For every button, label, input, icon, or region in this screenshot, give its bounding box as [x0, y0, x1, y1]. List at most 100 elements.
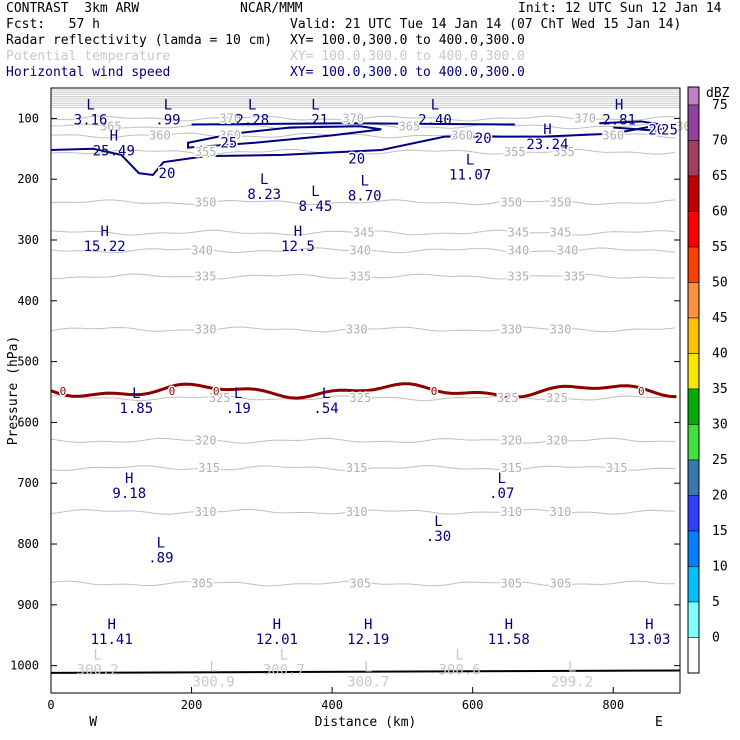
colorbar-cell: [687, 140, 700, 177]
colorbar-label: 35: [712, 382, 728, 397]
high-marker: H: [505, 617, 513, 633]
high-marker: H: [125, 471, 133, 487]
colorbar-cell: [687, 104, 700, 141]
theta-label-335: 335: [195, 269, 217, 283]
low-marker: L: [280, 648, 288, 664]
theta-label-345: 345: [508, 226, 530, 240]
high-marker: H: [100, 224, 108, 240]
low-marker: L: [434, 514, 442, 530]
x-axis-label: Distance (km): [315, 715, 417, 730]
theta-label-355: 355: [504, 145, 526, 159]
theta-contours: [51, 89, 680, 674]
theta-label-350: 350: [500, 195, 522, 209]
valid-time: Valid: 21 UTC Tue 14 Jan 14 (07 ChT Wed …: [290, 17, 682, 32]
extremum-value: 3.16: [74, 112, 108, 128]
theta-label-340: 340: [349, 243, 371, 257]
wind-contour-20-upper: [191, 122, 515, 126]
theta-contour-345: [51, 229, 676, 236]
theta-label-370: 370: [219, 111, 241, 125]
theta-label-345: 345: [550, 226, 572, 240]
colorbar-label: 70: [712, 134, 728, 149]
theta-contour-330: [51, 326, 676, 333]
low-marker: L: [455, 648, 463, 664]
extremum-value: 8.23: [247, 187, 281, 203]
colorbar-label: 45: [712, 311, 728, 326]
theta-label-320: 320: [546, 434, 568, 448]
extremum-value: 15.22: [84, 239, 126, 255]
x-tick-label: 800: [602, 698, 624, 712]
x-tick-label: 400: [321, 698, 343, 712]
colorbar-label: 15: [712, 524, 728, 539]
theta-contour-320: [51, 437, 676, 444]
colorbar-label: 75: [712, 98, 728, 113]
extremum-value: 23.24: [526, 137, 568, 153]
theta-label-310: 310: [550, 505, 572, 519]
theta-label-345: 345: [353, 226, 375, 240]
theta-label-335: 335: [508, 269, 530, 283]
theta-label-360: 360: [602, 128, 624, 142]
org-label: NCAR/MMM: [240, 1, 303, 16]
theta-label-350: 350: [550, 195, 572, 209]
extremum-value: 300.9: [193, 675, 235, 691]
high-marker: H: [615, 97, 623, 113]
theta-contour-355: [51, 148, 676, 155]
theta-label-330: 330: [550, 322, 572, 336]
theta-contour-335: [51, 273, 676, 280]
colorbar-cell: [687, 566, 700, 603]
wind-label-20: 20: [475, 131, 492, 147]
low-marker: L: [311, 97, 319, 113]
field-name-theta: Potential temperature: [6, 49, 171, 64]
theta-label-310: 310: [195, 505, 217, 519]
low-marker: L: [157, 536, 165, 552]
x-tick-label: 200: [181, 698, 203, 712]
field-xy-wind: XY= 100.0,300.0 to 400.0,300.0: [290, 65, 525, 80]
chart-header: CONTRAST 3km ARW NCAR/MMM Init: 12 UTC S…: [0, 0, 740, 84]
extremum-value: 25.49: [93, 143, 135, 159]
colorbar-label: 50: [712, 276, 728, 291]
reflectivity-label-0: 0: [169, 385, 176, 398]
colorbar-label: 65: [712, 169, 728, 184]
wind-label-25: 25: [661, 122, 678, 138]
wind-label-20: 20: [159, 166, 176, 182]
theta-contour-370: [51, 115, 676, 122]
extremum-value: 11.58: [488, 632, 530, 648]
wind-label-25: 25: [220, 136, 237, 152]
wind-label-20: 20: [648, 122, 665, 138]
colorbar-unit: dBZ: [706, 86, 730, 101]
extremum-value: .99: [155, 112, 180, 128]
theta-label-325: 325: [349, 391, 371, 405]
theta-label-305: 305: [500, 577, 522, 591]
extremum-value: 11.07: [449, 168, 491, 184]
y-tick-label: 300: [17, 233, 39, 247]
colorbar-cell: [687, 175, 700, 212]
y-tick-label: 700: [17, 476, 39, 490]
extremum-value: .21: [303, 112, 328, 128]
theta-label-365: 365: [399, 119, 421, 133]
colorbar-cell: [687, 317, 700, 354]
extremum-value: 13.03: [628, 632, 670, 648]
colorbar-cell: [687, 282, 700, 319]
extremum-value: 300.6: [439, 663, 481, 679]
low-marker: L: [86, 97, 94, 113]
theta-label-335: 335: [349, 269, 371, 283]
colorbar-cell: [687, 601, 700, 638]
theta-label-330: 330: [195, 322, 217, 336]
theta-contour-310: [51, 508, 675, 515]
ground-line: [51, 669, 680, 674]
theta-label-330: 330: [346, 322, 368, 336]
x-end-west: W: [89, 715, 97, 730]
high-marker: H: [294, 224, 302, 240]
colorbar-cell: [687, 211, 700, 248]
theta-label-355: 355: [195, 145, 217, 159]
low-marker: L: [360, 173, 368, 189]
extremum-value: 2.81: [602, 112, 636, 128]
forecast-hour: Fcst: 57 h: [6, 17, 100, 32]
theta-label-340: 340: [508, 243, 530, 257]
low-marker: L: [93, 648, 101, 664]
theta-label-340: 340: [191, 243, 213, 257]
y-tick-label: 1000: [10, 659, 39, 673]
theta-label-315: 315: [500, 461, 522, 475]
theta-label-315: 315: [346, 461, 368, 475]
